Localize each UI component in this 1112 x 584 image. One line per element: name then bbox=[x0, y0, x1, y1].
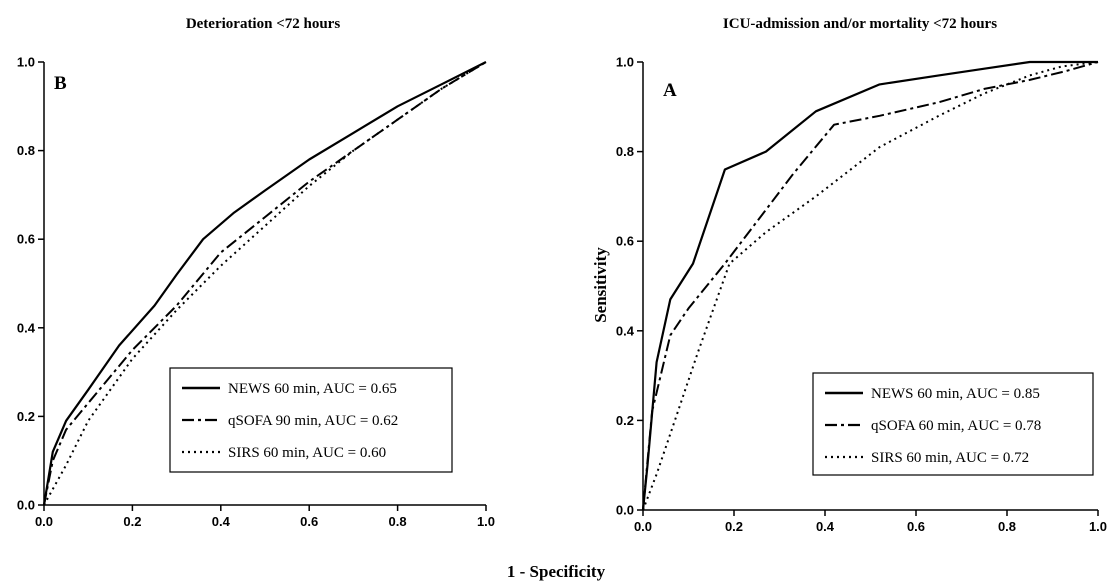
x-tick-label: 1.0 bbox=[477, 514, 495, 529]
y-tick-label: 0.6 bbox=[17, 232, 35, 247]
x-tick-label: 0.0 bbox=[634, 519, 652, 534]
legend-entry-label: qSOFA 60 min, AUC = 0.78 bbox=[871, 418, 1041, 434]
y-tick-label: 0.4 bbox=[616, 323, 635, 338]
y-tick-label: 0.0 bbox=[17, 498, 35, 513]
x-tick-label: 0.8 bbox=[389, 514, 407, 529]
x-tick-label: 0.4 bbox=[212, 514, 231, 529]
x-tick-label: 0.4 bbox=[816, 519, 835, 534]
y-tick-label: 0.8 bbox=[17, 143, 35, 158]
x-axis-ticks: 0.0 0.2 0.4 0.6 0.8 1.0 bbox=[634, 510, 1107, 534]
x-tick-label: 0.2 bbox=[123, 514, 141, 529]
legend: NEWS 60 min, AUC = 0.85 qSOFA 60 min, AUC… bbox=[812, 372, 1094, 476]
legend-entry-label: SIRS 60 min, AUC = 0.60 bbox=[228, 445, 386, 461]
x-tick-label: 0.6 bbox=[300, 514, 318, 529]
legend-entry-label: NEWS 60 min, AUC = 0.85 bbox=[871, 386, 1040, 402]
legend-entry-label: qSOFA 90 min, AUC = 0.62 bbox=[228, 413, 398, 429]
y-axis-ticks: 0.0 0.2 0.4 0.6 0.8 1.0 bbox=[17, 55, 44, 513]
series-group bbox=[641, 60, 1099, 511]
y-tick-label: 0.0 bbox=[616, 503, 634, 518]
series-line-1 bbox=[42, 61, 487, 506]
y-tick-label: 0.2 bbox=[616, 413, 634, 428]
y-axis-ticks: 0.0 0.2 0.4 0.6 0.8 1.0 bbox=[616, 55, 643, 518]
y-tick-label: 0.2 bbox=[17, 409, 35, 424]
series-line-1 bbox=[641, 60, 1098, 511]
x-axis-ticks: 0.0 0.2 0.4 0.6 0.8 1.0 bbox=[35, 505, 495, 529]
chart-title: Deterioration <72 hours bbox=[186, 16, 341, 32]
x-tick-label: 0.6 bbox=[907, 519, 925, 534]
chart-panel-deterioration: Deterioration <72 hours 0.0 0.2 0.4 0.6 0.8 1… bbox=[17, 16, 495, 529]
x-tick-label: 0.8 bbox=[998, 519, 1016, 534]
y-tick-label: 0.4 bbox=[17, 320, 36, 335]
legend-entry-label: NEWS 60 min, AUC = 0.65 bbox=[228, 381, 397, 397]
y-tick-label: 0.6 bbox=[616, 234, 634, 249]
shared-x-axis-label: 1 - Specificity bbox=[507, 562, 606, 581]
x-tick-label: 0.0 bbox=[35, 514, 53, 529]
x-tick-label: 0.2 bbox=[725, 519, 743, 534]
x-tick-label: 1.0 bbox=[1089, 519, 1107, 534]
legend: NEWS 60 min, AUC = 0.65 qSOFA 90 min, AUC… bbox=[169, 367, 453, 473]
chart-panel-icu-mortality: ICU-admission and/or mortality <72 hours… bbox=[591, 16, 1107, 534]
y-axis-label: Sensitivity bbox=[591, 247, 610, 323]
series-line-2 bbox=[642, 61, 1099, 511]
y-tick-label: 1.0 bbox=[616, 55, 634, 70]
series-group bbox=[42, 61, 487, 506]
chart-title: ICU-admission and/or mortality <72 hours bbox=[723, 16, 997, 32]
y-tick-label: 1.0 bbox=[17, 55, 35, 70]
panel-label: A bbox=[663, 80, 677, 101]
y-tick-label: 0.8 bbox=[616, 144, 634, 159]
legend-entry-label: SIRS 60 min, AUC = 0.72 bbox=[871, 450, 1029, 466]
panel-label: B bbox=[54, 73, 67, 94]
